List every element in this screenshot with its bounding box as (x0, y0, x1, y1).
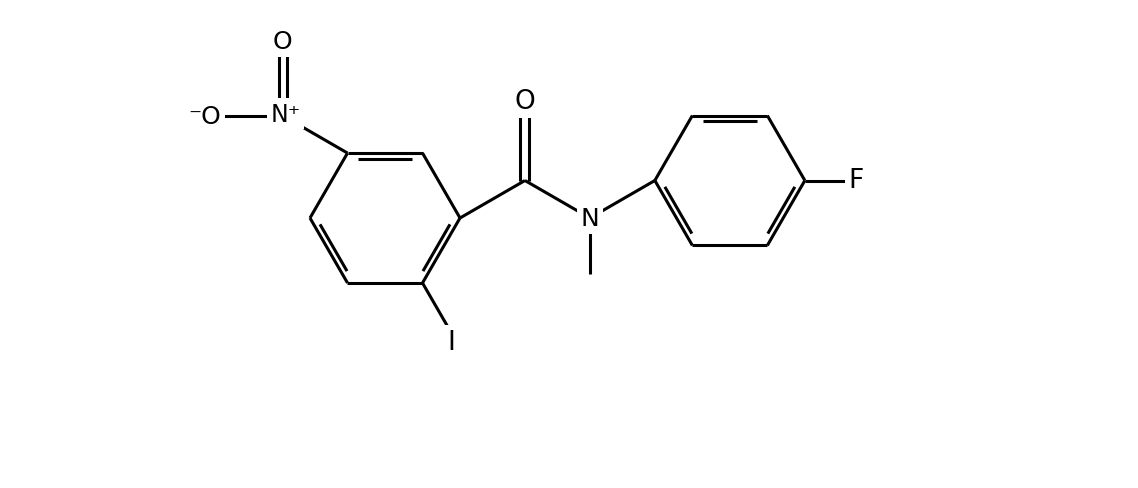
Text: N: N (580, 206, 600, 230)
Text: ⁻O: ⁻O (189, 104, 222, 128)
Text: N⁺: N⁺ (271, 102, 300, 126)
Text: O: O (514, 89, 535, 115)
Text: F: F (849, 168, 864, 194)
Text: I: I (448, 330, 455, 356)
Text: O: O (273, 30, 292, 54)
